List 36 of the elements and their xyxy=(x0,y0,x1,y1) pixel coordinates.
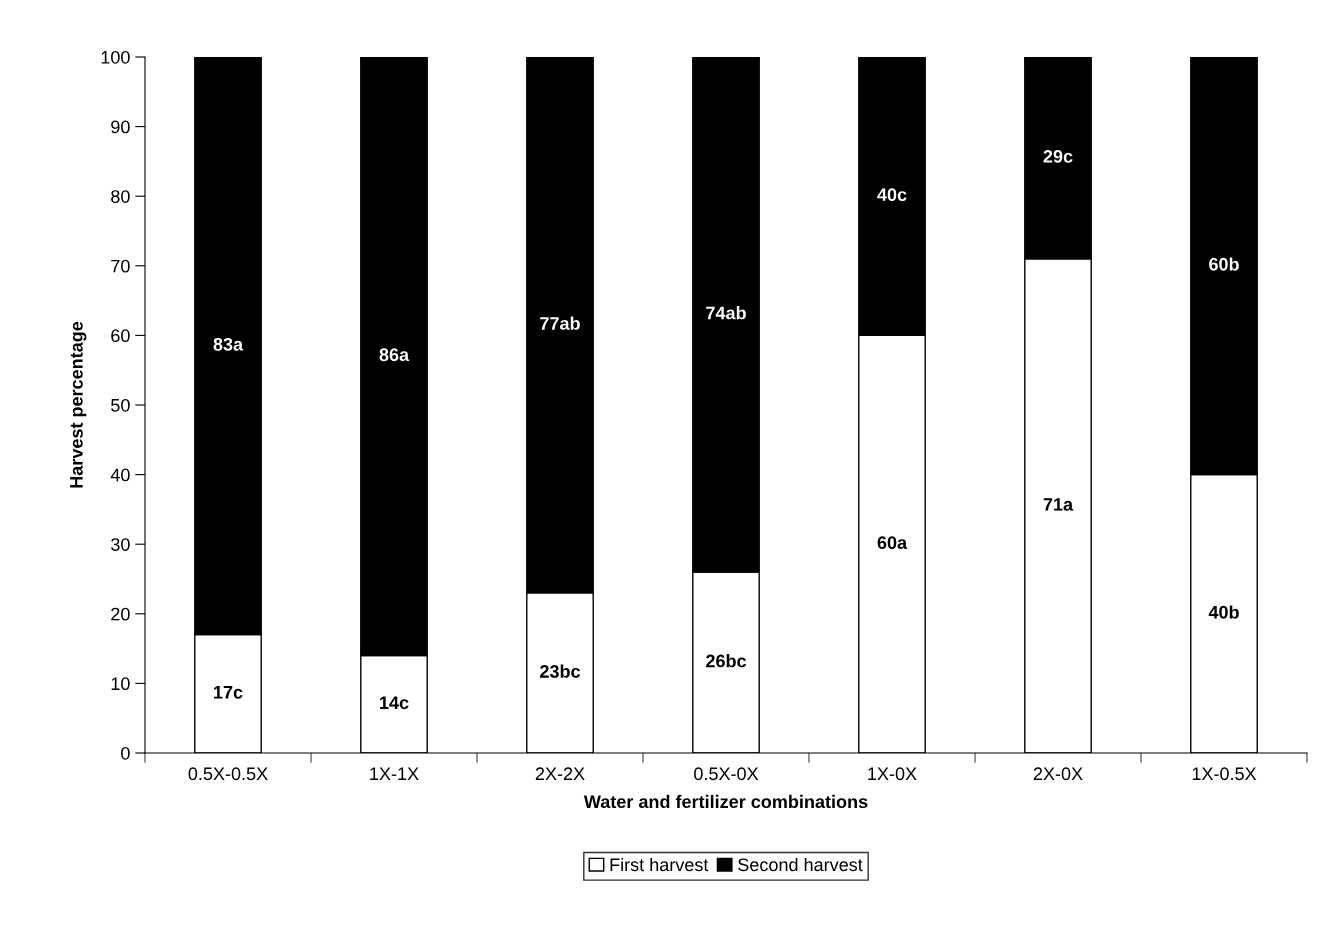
data-label: 40c xyxy=(877,188,907,202)
data-label: 40b xyxy=(1208,605,1239,619)
data-label: 23bc xyxy=(540,664,581,678)
data-label: 74ab xyxy=(706,306,746,320)
y-tick-label: 70 xyxy=(111,259,130,273)
y-tick-label: 100 xyxy=(101,50,130,64)
legend-label: First harvest xyxy=(610,857,709,872)
x-tick-label: 2X-2X xyxy=(535,767,585,780)
data-label: 26bc xyxy=(706,654,747,668)
y-tick-label: 80 xyxy=(111,190,130,203)
y-tick-label: 50 xyxy=(111,398,130,412)
y-tick-label: 30 xyxy=(111,538,130,551)
x-tick-label: 2X-0X xyxy=(1033,767,1083,781)
y-tick-label: 60 xyxy=(111,329,130,343)
data-label: 60b xyxy=(1209,257,1239,271)
data-label: 71a xyxy=(1043,498,1074,511)
data-label: 60a xyxy=(877,536,908,550)
data-label: 29c xyxy=(1043,149,1073,163)
x-tick-label: 0.5X-0X xyxy=(694,767,759,781)
x-tick-label: 1X-1X xyxy=(370,767,419,780)
legend-label: Second harvest xyxy=(738,857,863,872)
y-axis-title: Harvest percentage xyxy=(70,321,87,488)
y-tick-label: 0 xyxy=(121,746,130,760)
data-label: 14c xyxy=(380,696,409,710)
y-tick-label: 90 xyxy=(111,120,130,134)
x-tick-label: 1X-0X xyxy=(868,767,917,781)
y-tick-label: 40 xyxy=(110,468,130,482)
data-label: 83a xyxy=(213,337,244,351)
x-tick-label: 1X-0.5X xyxy=(1192,767,1257,781)
y-tick-label: 10 xyxy=(111,677,130,691)
data-label: 17c xyxy=(214,686,243,699)
x-axis-title: Water and fertilizer combinations xyxy=(583,794,868,809)
y-tick-label: 20 xyxy=(111,607,130,621)
data-label: 86a xyxy=(379,348,410,362)
data-label: 77ab xyxy=(540,316,580,330)
x-tick-label: 0.5X-0.5X xyxy=(188,767,268,781)
